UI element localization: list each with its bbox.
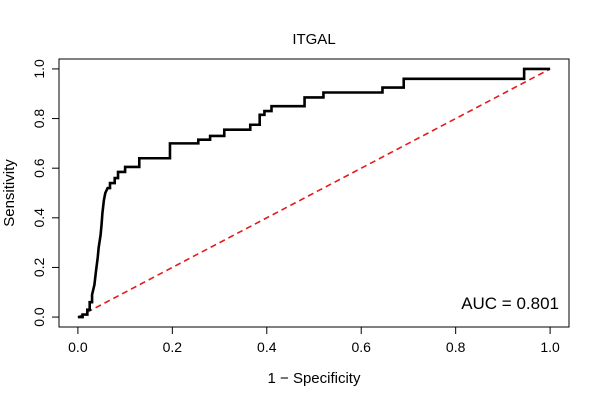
- x-tick-label: 0.4: [257, 339, 277, 355]
- x-tick-label: 0.2: [163, 339, 183, 355]
- y-axis-label: Sensitivity: [1, 159, 18, 227]
- y-tick-label: 0.0: [31, 307, 47, 327]
- plot-frame: [58, 58, 570, 328]
- chart-marks: 0.0 0.2 0.4 0.6 0.8 1.0 0.0 0.2 0.4 0.6 0.8 1.0: [31, 58, 570, 355]
- chart-title: ITGAL: [292, 31, 335, 48]
- y-tick-label: 0.2: [31, 258, 47, 278]
- y-tick-label: 0.6: [31, 158, 47, 178]
- x-tick-label: 0.8: [446, 339, 466, 355]
- auc-annotation: AUC = 0.801: [461, 294, 559, 313]
- roc-curve-line: [77, 67, 551, 319]
- x-tick-label: 1.0: [540, 339, 560, 355]
- y-tick-label: 1.0: [31, 59, 47, 79]
- x-axis-label: 1 − Specificity: [268, 370, 361, 387]
- reference-diagonal-line: [77, 68, 551, 318]
- x-tick-label: 0.0: [68, 339, 88, 355]
- x-tick-label: 0.6: [351, 339, 371, 355]
- y-tick-label: 0.8: [31, 109, 47, 129]
- y-tick-label: 0.4: [31, 208, 47, 228]
